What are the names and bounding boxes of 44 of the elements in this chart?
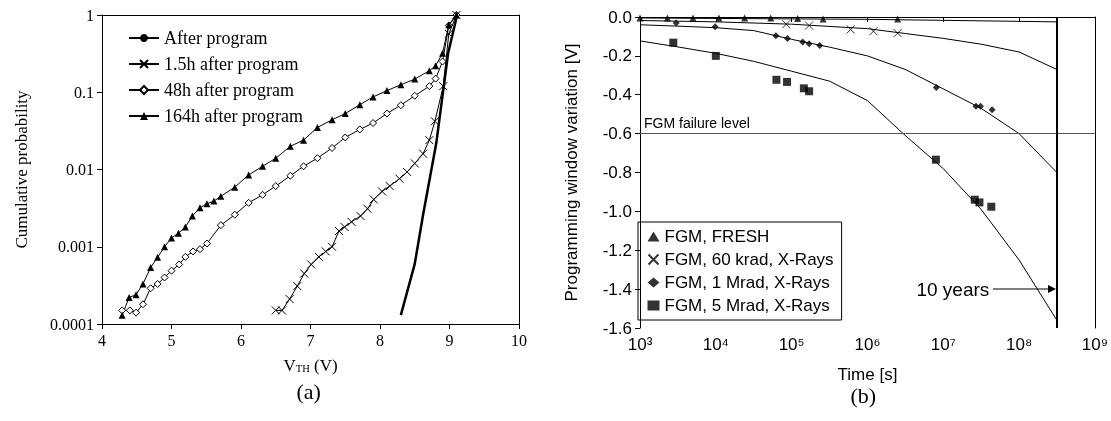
legend-label: FGM, 5 Mrad, X-Rays	[664, 296, 830, 315]
y-tick-label: 0.0001	[50, 315, 94, 333]
annotation: 10 years	[916, 278, 990, 300]
x-tick-label: 10³	[627, 335, 653, 354]
y-tick-label: 1	[86, 6, 94, 24]
x-tick-label: 10⁶	[854, 335, 881, 354]
y-tick-label: -1.6	[602, 318, 632, 338]
legend-label: 48h after program	[164, 80, 294, 100]
x-tick-label: 10⁵	[778, 335, 805, 354]
x-tick-label: 9	[445, 331, 454, 349]
y-tick-label: 0.0	[608, 7, 632, 27]
legend-label: 1.5h after program	[164, 54, 299, 74]
x-tick-label: 8	[376, 331, 384, 349]
legend-label: 164h after program	[164, 106, 303, 126]
x-tick-label: 10⁹	[1081, 335, 1109, 354]
y-tick-label: -0.6	[602, 124, 632, 144]
x-tick-label: 7	[306, 331, 315, 349]
x-tick-label: 5	[167, 331, 176, 349]
y-tick-label: -0.2	[602, 46, 632, 66]
y-tick-label: -0.4	[602, 85, 632, 105]
text: (b)	[850, 382, 877, 408]
y-axis-title: Programming window variation [V]	[562, 43, 581, 302]
x-tick-label: 10	[511, 331, 527, 349]
legend-label: FGM, 1 Mrad, X-Rays	[664, 273, 830, 292]
y-tick-label: 0.01	[66, 161, 94, 178]
x-axis-title: Time [s]	[837, 365, 898, 384]
x-tick-label: 4	[98, 331, 106, 349]
text: (a)	[296, 378, 321, 404]
y-tick-label: -0.8	[602, 163, 632, 182]
ref-line-label: FGM failure level	[644, 114, 750, 131]
x-tick-label: 10⁷	[930, 335, 956, 354]
y-tick-label: -1.0	[602, 201, 632, 221]
legend-label: After program	[164, 28, 268, 48]
x-axis-title: VTH (V)	[283, 356, 338, 375]
y-tick-label: 0.1	[74, 83, 94, 101]
y-tick-label: 0.001	[58, 238, 94, 256]
x-tick-label: 6	[237, 331, 245, 349]
y-tick-label: -1.2	[602, 240, 632, 260]
x-tick-label: 10⁴	[702, 335, 729, 354]
legend-label: FGM, FRESH	[664, 227, 770, 246]
x-tick-label: 10⁸	[1006, 335, 1033, 354]
y-tick-label: -1.4	[602, 279, 632, 299]
legend-label: FGM, 60 krad, X-Rays	[664, 250, 834, 269]
y-axis-title: Cumulative probability	[12, 89, 31, 249]
